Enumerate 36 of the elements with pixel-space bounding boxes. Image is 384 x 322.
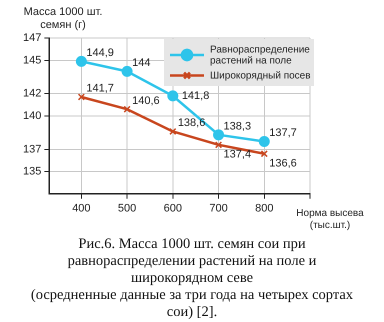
point	[76, 56, 87, 67]
point	[78, 93, 85, 101]
y-tick-label: 145	[22, 54, 42, 66]
point	[258, 136, 270, 147]
y-tick-label: 135	[22, 166, 42, 178]
data-label: 137,7	[269, 127, 297, 140]
text: Рис.6. Масса 1000 шт. семян сои при равнораспределении растений на поле и широкорядном севе (осредненные данные за три года на четырех сортах сои) [2].	[30, 236, 354, 321]
x-axis-title: Норма высева (тыс.шт.)	[295, 208, 365, 232]
point	[214, 141, 222, 148]
x-tick-label: 600	[164, 202, 182, 214]
data-label: 137,4	[224, 148, 252, 160]
point	[167, 90, 178, 102]
point	[122, 66, 133, 77]
y-tick-label: 147	[22, 32, 42, 44]
y-tick-label: 140	[22, 110, 42, 122]
data-label: 144,9	[86, 46, 114, 59]
data-label: 140,6	[132, 94, 160, 107]
data-label: 138,3	[224, 120, 252, 132]
x-tick-label: 500	[118, 202, 136, 214]
data-label: 144	[132, 56, 150, 69]
legend-label: Широкорядный посев	[210, 70, 311, 82]
data-label: 141,7	[86, 82, 114, 95]
point	[213, 129, 224, 140]
x-tick-label: 400	[72, 202, 91, 214]
point	[260, 150, 268, 158]
y-tick-label: 137	[22, 143, 42, 156]
data-label: 136,6	[269, 157, 297, 170]
legend-label: Равнораспределение растений на поле	[210, 44, 310, 66]
data-label: 138,6	[178, 117, 206, 130]
y-axis-title: Масса 1000 шт. семян (г)	[22, 6, 104, 32]
point	[124, 106, 131, 113]
point	[169, 128, 176, 136]
data-label: 141,8	[182, 90, 210, 102]
x-tick-label: 800	[255, 202, 274, 214]
y-tick-label: 142	[22, 88, 42, 100]
x-tick-label: 700	[209, 202, 228, 214]
